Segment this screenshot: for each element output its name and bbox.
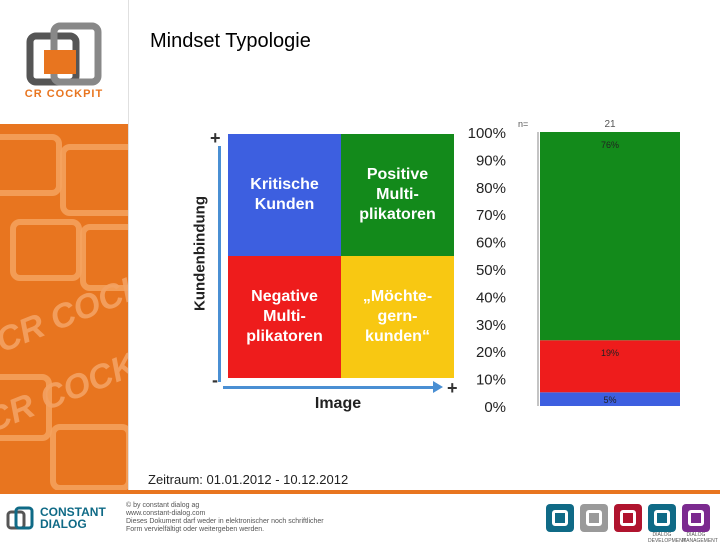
pattern-tile	[10, 219, 82, 281]
y-tick-label: 70%	[476, 207, 506, 224]
footer-badge: DIALOG DEVELOPMENT	[648, 504, 686, 544]
footer: CONSTANT DIALOG © by constant dialog ag …	[0, 490, 720, 544]
footer-badge-label: DIALOG DEVELOPMENT	[648, 532, 686, 544]
footer-badge-label: DIALOG MANAGEMENT	[682, 532, 718, 544]
y-tick-label: 20%	[476, 344, 506, 361]
sidebar-pattern: CR COCKPIT CR COCKPIT	[0, 124, 128, 490]
pattern-tile	[60, 144, 128, 216]
matrix-y-axis	[218, 146, 221, 382]
y-tick-label: 40%	[476, 289, 506, 306]
cr-cockpit-logo	[26, 22, 102, 86]
footer-badge-icon	[614, 504, 642, 532]
axis-minus: -	[212, 370, 218, 390]
footer-badge-glyph	[552, 510, 568, 526]
x-axis-arrow-icon	[433, 381, 443, 393]
bar-segment	[540, 392, 680, 406]
pattern-tile	[0, 374, 52, 441]
y-tick-label: 0%	[484, 399, 506, 416]
footer-badge-glyph	[654, 510, 670, 526]
footer-badge: DIALOG MANAGEMENT	[682, 504, 718, 544]
quadrant-kritische-kunden: Kritische Kunden	[228, 134, 341, 256]
axis-plus-right: +	[447, 378, 458, 398]
footer-badge-icon	[648, 504, 676, 532]
pattern-tile	[80, 224, 128, 291]
y-tick-label: 100%	[468, 125, 506, 142]
matrix-y-label: Kundenbindung	[191, 196, 209, 311]
footer-badge-glyph	[620, 510, 636, 526]
footer-brand: CONSTANT DIALOG	[40, 506, 106, 530]
footer-badge-icon	[546, 504, 574, 532]
footer-badge	[546, 504, 574, 544]
y-tick-label: 50%	[476, 262, 506, 279]
footer-badges: DIALOG DEVELOPMENT DIALOG MANAGEMENT	[546, 504, 718, 544]
quadrant-positive-multiplikatoren: Positive Multi- plikatoren	[341, 134, 454, 256]
bar-segment	[540, 340, 680, 393]
page-title: Mindset Typologie	[150, 30, 311, 52]
n-label: n=	[518, 119, 528, 129]
footer-badge-glyph	[688, 510, 704, 526]
quadrant-moechtegern-kunden: „Möchte- gern- kunden“	[341, 256, 454, 378]
data-label: 76%	[601, 140, 619, 150]
quadrant-negative-multiplikatoren: Negative Multi- plikatoren	[228, 256, 341, 378]
pattern-tile	[0, 134, 62, 196]
y-tick-label: 60%	[476, 235, 506, 252]
matrix-x-label: Image	[314, 395, 362, 412]
footer-badge	[580, 504, 608, 544]
y-tick-label: 80%	[476, 180, 506, 197]
footer-badge-icon	[682, 504, 710, 532]
data-label: 5%	[603, 395, 616, 405]
bar-segment	[540, 132, 680, 341]
sidebar: CR COCKPIT CR COCKPIT CR COCKPIT	[0, 0, 128, 490]
stacked-bar-chart: 0% 10% 20% 30% 40% 50% 60% 70% 80% 90% 100% n= 21 5% 1…	[468, 119, 680, 416]
mindset-matrix: Kritische Kunden Positive Multi- plikato…	[228, 134, 454, 378]
y-tick-label: 90%	[476, 152, 506, 169]
footer-brand-line1: CONSTANT	[40, 505, 106, 519]
footer-legal-text: © by constant dialog ag www.constant-dia…	[126, 502, 324, 533]
constant-dialog-logo-icon	[6, 506, 34, 530]
logo-text: CR COCKPIT	[24, 88, 104, 100]
footer-badge	[614, 504, 642, 544]
data-label: 19%	[601, 348, 619, 358]
footer-brand-line2: DIALOG	[40, 517, 87, 531]
category-label: 21	[604, 119, 616, 130]
time-range-footnote: Zeitraum: 01.01.2012 - 10.12.2012	[148, 472, 349, 487]
footer-badge-glyph	[586, 510, 602, 526]
axis-plus-top: +	[210, 128, 221, 148]
pattern-tile	[50, 424, 128, 490]
y-tick-label: 30%	[476, 317, 506, 334]
y-tick-label: 10%	[476, 372, 506, 389]
matrix-x-axis	[223, 386, 435, 389]
footer-badge-icon	[580, 504, 608, 532]
sidebar-divider	[128, 0, 129, 490]
